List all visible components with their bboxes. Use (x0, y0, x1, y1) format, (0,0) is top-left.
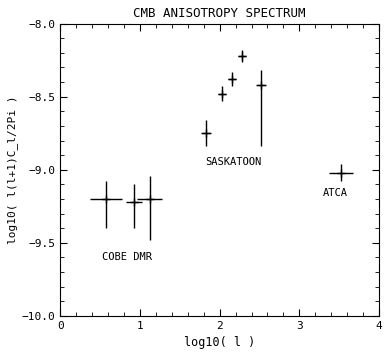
Text: ATCA: ATCA (323, 188, 348, 198)
Text: COBE DMR: COBE DMR (102, 252, 152, 262)
X-axis label: log10( l ): log10( l ) (184, 336, 255, 349)
Y-axis label: log10( l(l+1)C_l/2Pi ): log10( l(l+1)C_l/2Pi ) (7, 95, 18, 244)
Title: CMB ANISOTROPY SPECTRUM: CMB ANISOTROPY SPECTRUM (133, 7, 306, 20)
Text: SASKATOON: SASKATOON (205, 157, 261, 167)
